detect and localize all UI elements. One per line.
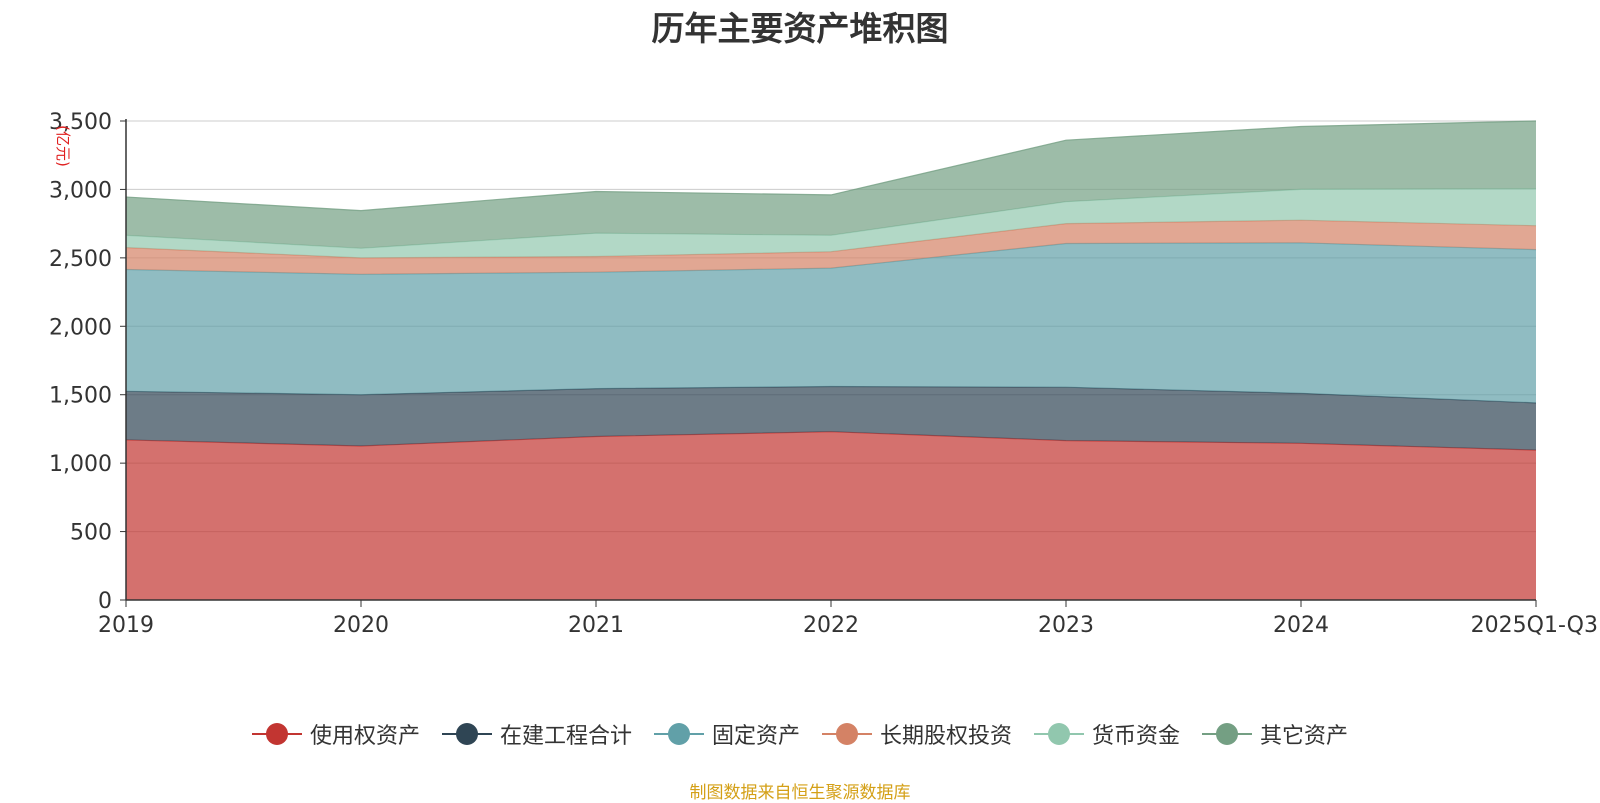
x-tick-label: 2021 bbox=[568, 613, 624, 638]
y-tick-label: 2,000 bbox=[49, 315, 112, 340]
x-tick-label: 2023 bbox=[1038, 613, 1094, 638]
legend-label: 其它资产 bbox=[1260, 724, 1349, 749]
legend-item-construction[interactable]: 在建工程合计 bbox=[441, 718, 632, 750]
x-tick-label: 2025Q1-Q3 bbox=[1471, 613, 1598, 638]
area-series-2 bbox=[126, 242, 1536, 403]
legend-label: 长期股权投资 bbox=[880, 724, 1013, 749]
legend-dot bbox=[455, 723, 478, 745]
legend-marker-icon bbox=[822, 722, 872, 746]
legend-item-right-of-use[interactable]: 使用权资产 bbox=[251, 718, 420, 750]
y-tick-label: 500 bbox=[70, 521, 112, 546]
y-axis-unit-label: (亿元) bbox=[54, 125, 72, 167]
series-line-5 bbox=[125, 120, 1537, 212]
y-tick-label: 3,500 bbox=[49, 110, 112, 135]
x-tick-label: 2022 bbox=[803, 613, 859, 638]
y-tick-label: 1,000 bbox=[49, 452, 112, 477]
x-tick-label: 2019 bbox=[98, 613, 154, 638]
area-series-1 bbox=[126, 386, 1536, 451]
y-tick-label: 2,500 bbox=[49, 247, 112, 272]
legend-marker-icon bbox=[1034, 722, 1085, 746]
area-series-3 bbox=[126, 220, 1536, 275]
legend-dot bbox=[836, 723, 858, 745]
legend-item-other-assets[interactable]: 其它资产 bbox=[1202, 718, 1348, 750]
x-tick-label: 2020 bbox=[333, 613, 389, 638]
legend-label: 在建工程合计 bbox=[499, 724, 632, 749]
data-source-note: 制图数据来自恒生聚源数据库 bbox=[689, 783, 911, 803]
legend-dot bbox=[1048, 723, 1071, 745]
legend-dot bbox=[265, 723, 288, 745]
legend-marker-icon bbox=[251, 722, 302, 746]
legend-dot bbox=[667, 723, 690, 745]
chart-legend: 使用权资产 在建工程合计 固定资产 长期股权投资 货币资金 bbox=[0, 718, 1600, 750]
area-series-5 bbox=[126, 121, 1536, 249]
legend-marker-icon bbox=[1202, 722, 1253, 746]
legend-item-cash[interactable]: 货币资金 bbox=[1034, 718, 1180, 750]
legend-marker-icon bbox=[653, 722, 704, 746]
legend-item-equity-investment[interactable]: 长期股权投资 bbox=[822, 718, 1012, 750]
legend-marker-icon bbox=[441, 722, 492, 746]
legend-item-fixed-assets[interactable]: 固定资产 bbox=[653, 718, 800, 750]
y-tick-label: 0 bbox=[98, 589, 112, 614]
area-series-4 bbox=[126, 188, 1536, 258]
area-series-0 bbox=[126, 431, 1536, 600]
legend-label: 货币资金 bbox=[1092, 724, 1181, 749]
legend-label: 固定资产 bbox=[711, 724, 800, 749]
legend-label: 使用权资产 bbox=[309, 724, 420, 749]
legend-dot bbox=[1216, 723, 1239, 745]
y-tick-label: 1,500 bbox=[49, 384, 112, 409]
chart-title: 历年主要资产堆积图 bbox=[651, 9, 949, 48]
y-tick-label: 3,000 bbox=[49, 178, 112, 203]
x-tick-label: 2024 bbox=[1273, 613, 1329, 638]
